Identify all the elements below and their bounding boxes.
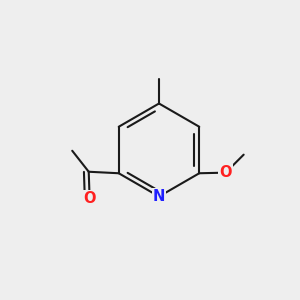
Text: O: O [219, 165, 232, 180]
Text: O: O [83, 191, 96, 206]
Text: N: N [153, 189, 165, 204]
